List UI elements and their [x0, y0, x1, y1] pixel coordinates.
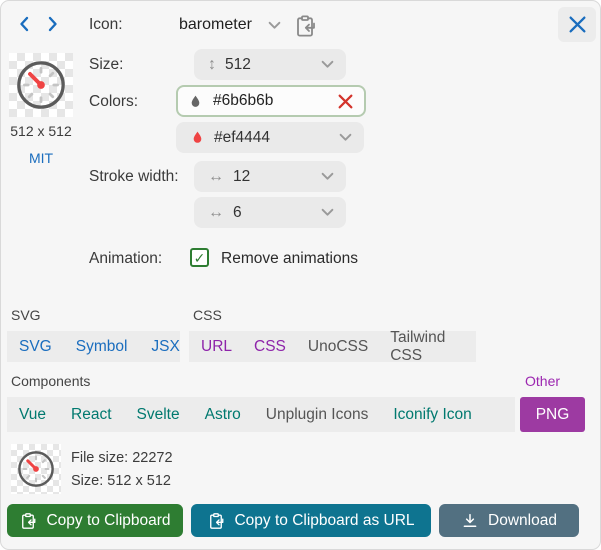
- export-link-css[interactable]: CSS: [254, 337, 286, 355]
- css-export-bar: URL CSS UnoCSS Tailwind CSS: [189, 328, 476, 364]
- export-link-svg[interactable]: SVG: [19, 337, 52, 355]
- clipboard-import-icon: [293, 13, 317, 39]
- size-select[interactable]: ↕ 512: [194, 49, 346, 80]
- remove-animations-text: Remove animations: [221, 250, 358, 267]
- svg-export-bar: SVG Symbol JSX: [7, 331, 180, 362]
- barometer-icon: [13, 57, 69, 113]
- stroke-width-label: Stroke width:: [89, 168, 179, 185]
- droplet-icon: [190, 128, 205, 147]
- export-link-url[interactable]: URL: [201, 337, 233, 355]
- chevron-down-icon: [321, 172, 334, 181]
- chevron-down-icon: [321, 60, 334, 69]
- copy-to-clipboard-as-url-button[interactable]: Copy to Clipboard as URL: [191, 504, 431, 537]
- download-icon: [461, 512, 479, 530]
- check-icon: ✓: [193, 249, 206, 266]
- icon-preview: [9, 53, 73, 117]
- export-link-unocss[interactable]: UnoCSS: [307, 337, 369, 355]
- chevron-down-icon: [268, 21, 281, 30]
- droplet-icon: [188, 92, 203, 111]
- export-link-tailwind[interactable]: Tailwind CSS: [390, 328, 446, 364]
- chevron-right-icon: [46, 16, 59, 32]
- png-export-button[interactable]: PNG: [520, 397, 585, 432]
- export-link-jsx[interactable]: JSX: [151, 337, 180, 355]
- remove-animations-checkbox[interactable]: ✓: [190, 248, 209, 267]
- export-link-astro[interactable]: Astro: [204, 405, 241, 423]
- export-link-react[interactable]: React: [71, 405, 112, 423]
- chevron-left-icon: [18, 16, 31, 32]
- png-preview: [11, 444, 61, 494]
- icon-field-label: Icon:: [89, 16, 123, 33]
- stroke-width-value-2: 6: [233, 203, 242, 221]
- size-value: 512: [225, 55, 251, 73]
- download-label: Download: [488, 511, 557, 529]
- components-section-title: Components: [11, 373, 91, 389]
- icon-name-select[interactable]: barometer: [179, 13, 281, 37]
- stroke-width-select-2[interactable]: ↔ 6: [194, 197, 346, 228]
- color-input-gray[interactable]: #6b6b6b: [176, 85, 366, 117]
- export-link-svelte[interactable]: Svelte: [136, 405, 180, 423]
- remove-color-button[interactable]: [337, 93, 354, 110]
- stroke-width-value-1: 12: [233, 167, 251, 185]
- close-icon: [568, 15, 587, 34]
- copy-to-clipboard-button[interactable]: Copy to Clipboard: [7, 504, 183, 537]
- paste-icon-name-button[interactable]: [291, 11, 319, 41]
- size-label: Size:: [89, 56, 124, 73]
- css-section-title: CSS: [193, 307, 222, 323]
- clipboard-import-icon: [19, 511, 37, 531]
- vertical-arrows-icon: ↕: [208, 55, 216, 73]
- colors-label: Colors:: [89, 93, 139, 110]
- barometer-icon: [15, 448, 57, 490]
- export-link-vue[interactable]: Vue: [19, 405, 47, 423]
- chevron-down-icon: [321, 208, 334, 217]
- download-button[interactable]: Download: [439, 504, 579, 537]
- color-select-red[interactable]: #ef4444: [176, 122, 364, 153]
- export-link-iconify-icon[interactable]: Iconify Icon: [393, 405, 472, 423]
- previous-icon-button[interactable]: [11, 11, 37, 37]
- next-icon-button[interactable]: [39, 11, 65, 37]
- stroke-width-select-1[interactable]: ↔ 12: [194, 161, 346, 192]
- export-link-unplugin-icons[interactable]: Unplugin Icons: [265, 405, 369, 423]
- animation-label: Animation:: [89, 250, 163, 267]
- copy-to-clipboard-label: Copy to Clipboard: [46, 511, 171, 529]
- svg-section-title: SVG: [11, 307, 41, 323]
- file-size-text: File size: 22272: [71, 450, 173, 466]
- png-size-text: Size: 512 x 512: [71, 473, 171, 489]
- horizontal-arrows-icon: ↔: [208, 167, 224, 185]
- components-export-bar: Vue React Svelte Astro Unplugin Icons Ic…: [7, 397, 515, 432]
- export-link-symbol[interactable]: Symbol: [75, 337, 128, 355]
- icon-dimensions: 512 x 512: [10, 123, 72, 139]
- clipboard-import-icon: [207, 511, 225, 531]
- license-link[interactable]: MIT: [28, 150, 54, 166]
- chevron-down-icon: [339, 133, 352, 142]
- horizontal-arrows-icon: ↔: [208, 203, 224, 221]
- close-button[interactable]: [558, 7, 596, 42]
- icon-name-value: barometer: [179, 16, 252, 33]
- color-value-gray: #6b6b6b: [213, 92, 274, 109]
- other-section-title: Other: [525, 373, 561, 389]
- color-value-red: #ef4444: [214, 128, 271, 146]
- copy-to-clipboard-as-url-label: Copy to Clipboard as URL: [234, 511, 415, 529]
